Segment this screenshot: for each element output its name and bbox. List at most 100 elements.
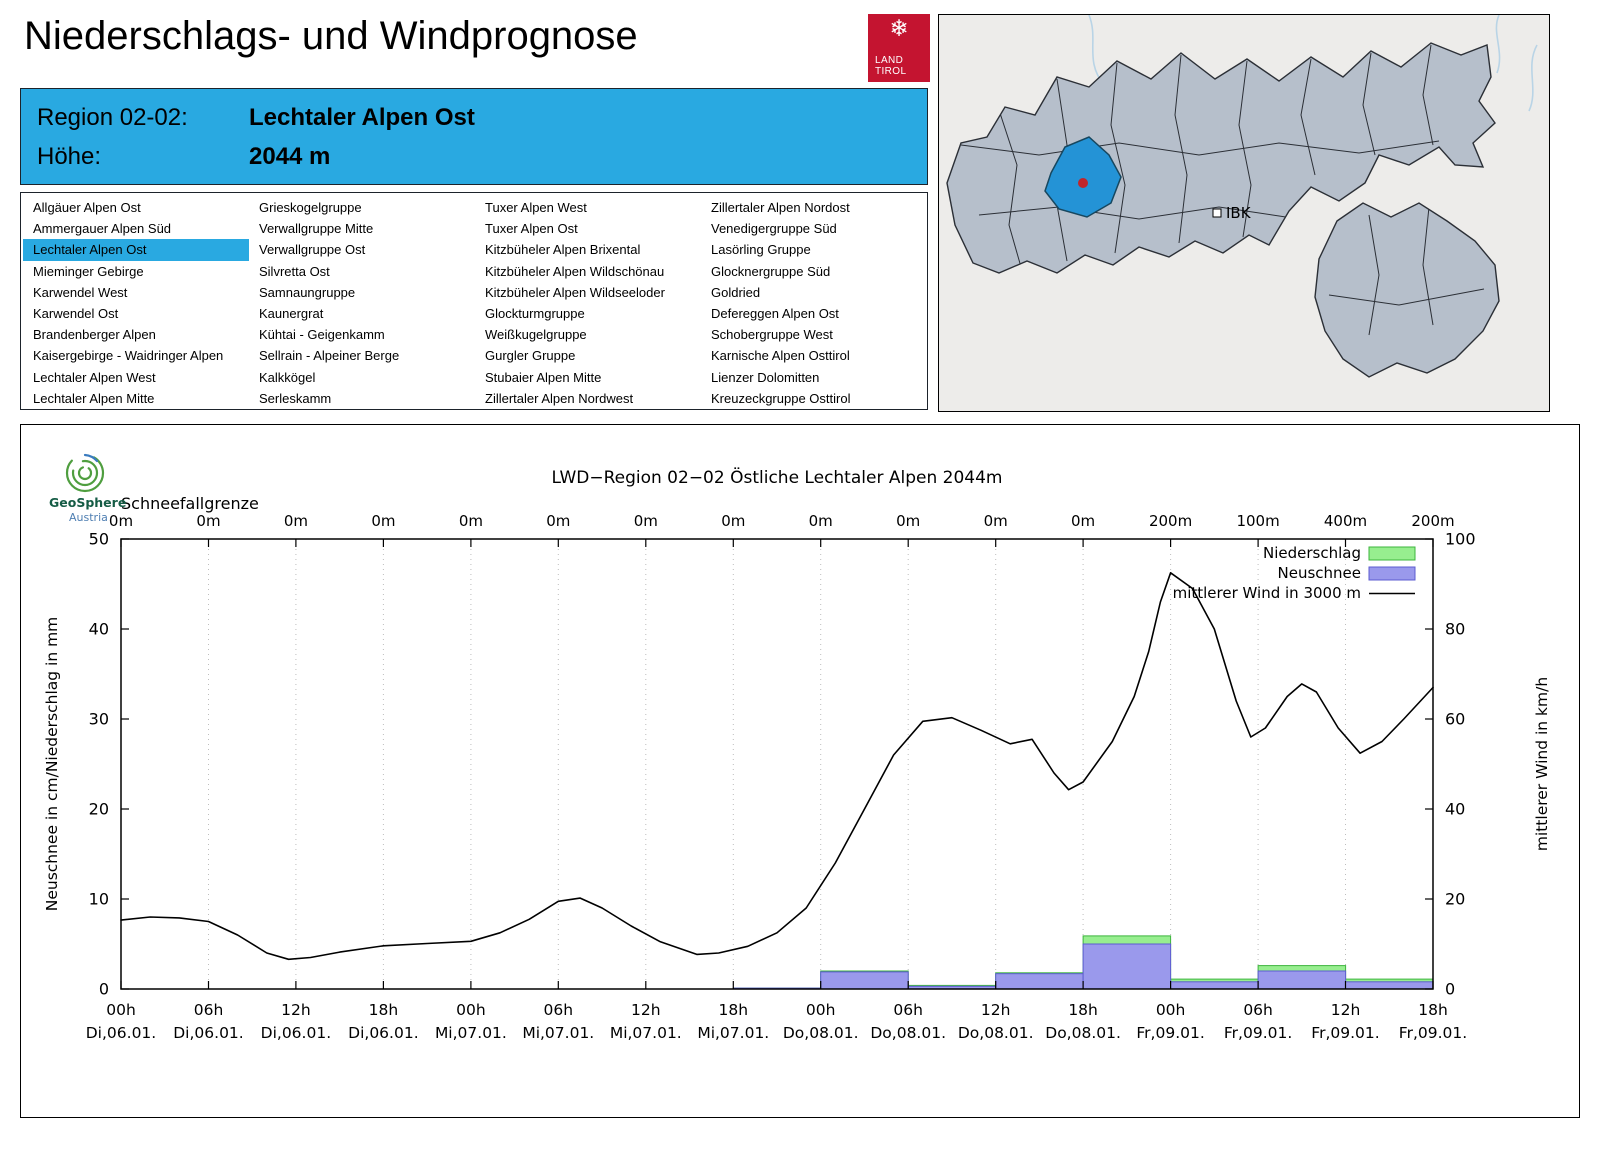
x-hour-label: 12h [1331, 1001, 1361, 1019]
region-list-item[interactable]: Zillertaler Alpen Nordwest [485, 390, 634, 406]
snowline-label: 0m [196, 512, 220, 530]
region-list-item[interactable]: Kaunergrat [259, 305, 324, 321]
geosphere-sub: Austria [69, 511, 108, 524]
x-date-label: Fr,09.01. [1224, 1024, 1292, 1042]
station-dot [1078, 178, 1088, 188]
region-list-item[interactable]: Kaisergebirge - Waidringer Alpen [33, 348, 224, 364]
svg-text:40: 40 [89, 620, 109, 639]
region-list-item[interactable]: Tuxer Alpen West [485, 200, 587, 215]
wind-line [120, 572, 1434, 961]
x-hour-label: 00h [106, 1001, 136, 1019]
x-date-label: Di,06.01. [86, 1024, 156, 1042]
svg-text:0: 0 [99, 980, 109, 999]
region-list-item[interactable]: Glockturmgruppe [485, 305, 585, 321]
region-list-item[interactable]: Zillertaler Alpen Nordost [711, 200, 850, 215]
region-list-item[interactable]: Mieminger Gebirge [33, 263, 144, 279]
region-list-item[interactable]: Kalkkögel [259, 369, 316, 385]
svg-text:30: 30 [89, 710, 109, 729]
ylabel-left: Neuschnee in cm/Niederschlag in mm [43, 617, 61, 912]
region-list-item[interactable]: Goldried [711, 284, 761, 300]
snowline-label: 0m [809, 512, 833, 530]
selected-region-shape[interactable] [1044, 136, 1122, 218]
ylabel-right: mittlerer Wind in km/h [1533, 677, 1551, 851]
region-list-item[interactable]: Serleskamm [259, 390, 332, 406]
region-list-item[interactable]: Kitzbüheler Alpen Wildschönau [485, 263, 665, 279]
region-list-item[interactable]: Kitzbüheler Alpen Wildseeloder [485, 284, 665, 300]
region-list-item[interactable]: Karwendel West [33, 284, 128, 300]
region-list-item[interactable]: Brandenberger Alpen [33, 327, 156, 343]
svg-text:100: 100 [1445, 530, 1476, 549]
region-list-item[interactable]: Karnische Alpen Osttirol [711, 348, 850, 364]
region-list: Allgäuer Alpen Ost Ammergauer Alpen Süd Le… [20, 192, 928, 410]
x-date-label: Mi,07.01. [697, 1024, 769, 1042]
x-date-label: Do,08.01. [870, 1024, 946, 1042]
ibk-label: IBK [1226, 204, 1252, 222]
ibk-marker [1212, 208, 1222, 218]
neuschnee-bars [732, 943, 1434, 990]
region-list-item[interactable]: Defereggen Alpen Ost [711, 305, 839, 321]
region-value: Lechtaler Alpen Ost [249, 103, 475, 131]
geosphere-name: GeoSphere [49, 495, 126, 510]
snowline-label: 0m [1071, 512, 1095, 530]
region-list-item[interactable]: Karwendel Ost [33, 305, 119, 321]
region-list-item[interactable]: Weißkugelgruppe [485, 327, 587, 343]
legend-label: mittlerer Wind in 3000 m [1173, 584, 1361, 602]
chart-title: LWD−Region 02−02 Östliche Lechtaler Alpe… [552, 466, 1003, 488]
region-list-item[interactable]: Samnaungruppe [259, 284, 356, 300]
x-hour-label: 18h [369, 1001, 399, 1019]
x-hour-label: 06h [893, 1001, 923, 1019]
region-list-item[interactable]: Grieskogelgruppe [259, 200, 362, 215]
legend-swatch [1368, 566, 1416, 581]
x-hour-label: 12h [281, 1001, 311, 1019]
region-list-item[interactable]: Ammergauer Alpen Süd [33, 221, 172, 237]
region-header: Region 02-02: Lechtaler Alpen Ost Höhe: … [20, 88, 928, 185]
region-list-item[interactable]: Lasörling Gruppe [711, 242, 811, 258]
legend-label: Niederschlag [1263, 544, 1361, 562]
snowline-label: 0m [371, 512, 395, 530]
x-hour-label: 06h [194, 1001, 224, 1019]
x-date-label: Do,08.01. [783, 1024, 859, 1042]
region-list-item[interactable]: Verwallgruppe Mitte [259, 221, 374, 237]
x-date-label: Di,06.01. [173, 1024, 243, 1042]
region-list-item[interactable]: Silvretta Ost [259, 263, 330, 279]
region-list-item[interactable]: Lechtaler Alpen Mitte [33, 390, 155, 406]
x-axes: 0m 00h Di,06.01. 0m 06h Di,06.01. 0m 12h Di,06.0… [86, 512, 1467, 1042]
x-hour-label: 18h [719, 1001, 749, 1019]
region-list-item[interactable]: Kühtai - Geigenkamm [259, 327, 385, 343]
page-title: Niederschlags- und Windprognose [24, 14, 638, 58]
region-list-item[interactable]: Gurgler Gruppe [485, 348, 576, 364]
logo-tirol-text: TIROL [875, 65, 907, 77]
region-list-item[interactable]: Glocknergruppe Süd [711, 263, 831, 279]
region-list-item[interactable]: Lechtaler Alpen West [33, 369, 156, 385]
region-list-item[interactable]: Kreuzeckgruppe Osttirol [711, 390, 851, 406]
x-date-label: Di,06.01. [261, 1024, 331, 1042]
x-hour-label: 00h [1156, 1001, 1186, 1019]
svg-text:20: 20 [89, 800, 109, 819]
east-tirol-shape [1314, 202, 1500, 378]
x-date-label: Mi,07.01. [435, 1024, 507, 1042]
snowline-label: 0m [459, 512, 483, 530]
chart-legend: Niederschlag Neuschnee mittlerer Wind in 3… [1173, 544, 1416, 602]
x-date-label: Do,08.01. [958, 1024, 1034, 1042]
region-list-item[interactable]: Stubaier Alpen Mitte [485, 369, 602, 385]
svg-text:10: 10 [89, 890, 109, 909]
region-list-item[interactable]: Sellrain - Alpeiner Berge [259, 348, 400, 364]
tirol-map: IBK [939, 15, 1549, 411]
region-list-item[interactable]: Tuxer Alpen Ost [485, 221, 578, 237]
x-hour-label: 06h [544, 1001, 574, 1019]
region-list-item[interactable]: Schobergruppe West [711, 327, 833, 343]
left-axis: 0 10 20 30 40 50 [89, 530, 129, 999]
x-hour-label: 00h [456, 1001, 486, 1019]
region-list-item[interactable]: Kitzbüheler Alpen Brixental [485, 242, 641, 258]
region-list-item[interactable]: Verwallgruppe Ost [259, 242, 366, 258]
region-list-item[interactable]: Venedigergruppe Süd [711, 221, 837, 237]
svg-text:60: 60 [1445, 710, 1465, 729]
region-list-item[interactable]: Lienzer Dolomitten [711, 369, 820, 385]
svg-text:20: 20 [1445, 890, 1465, 909]
chart-grid [120, 539, 1434, 989]
map-box: IBK [938, 14, 1550, 412]
snowline-label: 100m [1236, 512, 1279, 530]
region-list-item[interactable]: Allgäuer Alpen Ost [33, 200, 141, 215]
east-tirol-borders [1328, 206, 1485, 336]
region-list-item-selected[interactable]: Lechtaler Alpen Ost [23, 239, 249, 261]
